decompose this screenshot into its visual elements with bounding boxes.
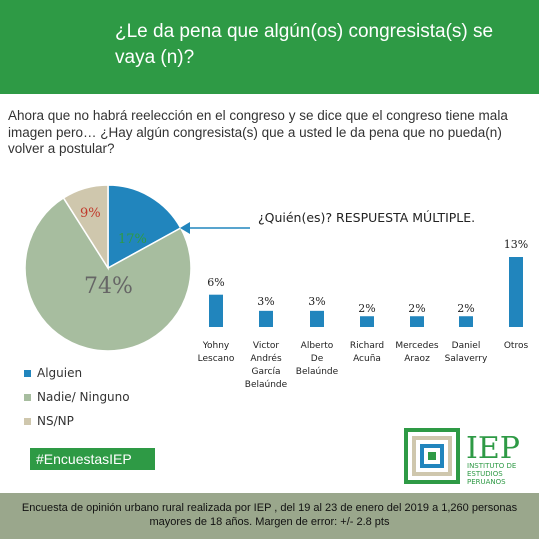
legend-label-0: Alguien xyxy=(37,366,83,380)
legend-item-0: Alguien xyxy=(24,361,130,385)
hashtag-label: #EncuestasIEP xyxy=(30,448,155,470)
iep-logo: IEP INSTITUTO DE ESTUDIOS PERUANOS xyxy=(404,428,520,486)
legend-swatch-1 xyxy=(24,393,31,401)
pie-slice-2 xyxy=(62,184,109,271)
pie-value-label-0: 17% xyxy=(118,232,147,247)
bar-value-label-2: 3% xyxy=(308,295,325,308)
bar-category-label-3: Richard Acuña xyxy=(350,341,384,364)
pie-legend: Alguien Nadie/ Ninguno NS/NP xyxy=(24,361,130,433)
bar-5 xyxy=(459,316,473,327)
bar-category-label-4: Mercedes Araoz xyxy=(395,341,439,364)
pie-value-label-1: 74% xyxy=(84,274,133,299)
bar-category-label-2: Alberto De Belaúnde xyxy=(296,341,339,377)
logo-iep-text: IEP xyxy=(466,431,520,466)
bar-0 xyxy=(209,294,223,327)
logo-emblem xyxy=(404,428,460,484)
bar-value-label-1: 3% xyxy=(257,295,274,308)
bar-value-label-6: 13% xyxy=(504,238,528,251)
bar-category-label-0: Yohny Lescano xyxy=(198,341,235,364)
header-banner: ¿Le da pena que algún(os) congresista(s)… xyxy=(0,0,539,94)
bar-3 xyxy=(360,316,374,327)
page-title: ¿Le da pena que algún(os) congresista(s)… xyxy=(115,21,494,68)
logo-line1: INSTITUTO DE xyxy=(467,462,516,470)
footer-line-1: Encuesta de opinión urbano rural realiza… xyxy=(21,502,518,514)
bar-value-label-0: 6% xyxy=(207,276,224,289)
legend-swatch-2 xyxy=(24,417,31,425)
question-text: Ahora que no habrá reelección en el cong… xyxy=(8,108,508,156)
bar-4 xyxy=(410,316,424,327)
bar-2 xyxy=(310,310,324,327)
legend-label-2: NS/NP xyxy=(37,414,74,428)
logo-line3: PERUANOS xyxy=(467,478,506,486)
bar-1 xyxy=(259,310,273,327)
pie-slice-0 xyxy=(107,184,182,270)
pie-slice-1 xyxy=(24,196,192,352)
legend-item-2: NS/NP xyxy=(24,409,130,433)
bar-value-label-3: 2% xyxy=(358,302,375,315)
bar-chart-title: ¿Quién(es)? RESPUESTA MÚLTIPLE. xyxy=(258,210,475,225)
pie-connector-arrow xyxy=(180,222,190,234)
bar-value-label-4: 2% xyxy=(408,302,425,315)
legend-label-1: Nadie/ Ninguno xyxy=(37,390,130,404)
pie-value-label-2: 9% xyxy=(80,206,101,221)
footer-line-2: mayores de 18 años. Margen de error: +/-… xyxy=(149,516,390,528)
bar-6 xyxy=(509,257,523,327)
bar-category-label-1: Victor Andrés García Belaúnde xyxy=(245,341,288,390)
logo-line2: ESTUDIOS xyxy=(467,470,503,478)
footer-note: Encuesta de opinión urbano rural realiza… xyxy=(0,493,539,539)
legend-swatch-0 xyxy=(24,369,31,377)
bar-value-label-5: 2% xyxy=(457,302,474,315)
legend-item-1: Nadie/ Ninguno xyxy=(24,385,130,409)
bar-category-label-5: Daniel Salaverry xyxy=(445,341,488,364)
bar-category-label-6: Otros xyxy=(504,341,529,351)
